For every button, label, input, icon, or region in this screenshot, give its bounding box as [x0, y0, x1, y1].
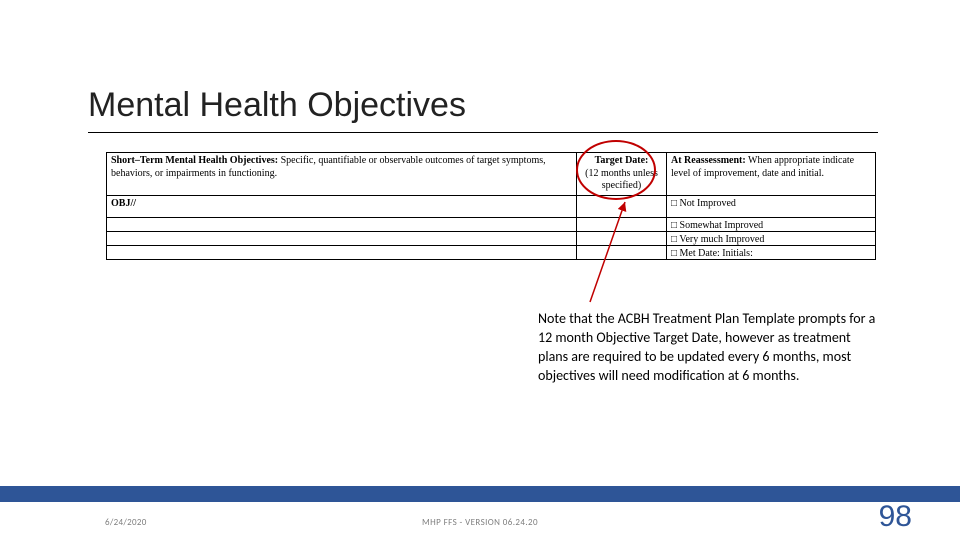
table-row: □ Somewhat Improved [107, 217, 875, 231]
table-row: OBJ// □ Not Improved [107, 195, 875, 217]
opt-somewhat-improved: □ Somewhat Improved [667, 218, 875, 231]
col3-label: At Reassessment: [671, 155, 746, 166]
col2-desc: (12 months unless specified) [585, 168, 658, 192]
empty-cell [107, 218, 577, 231]
slide-title: Mental Health Objectives [88, 86, 466, 125]
empty-cell [577, 232, 667, 245]
annotation-arrow [0, 0, 960, 540]
title-rule [88, 132, 878, 133]
opt-met-date-initials: □ Met Date: Initials: [667, 246, 875, 259]
annotation-note: Note that the ACBH Treatment Plan Templa… [538, 310, 878, 386]
empty-cell [107, 246, 577, 259]
col2-header: Target Date: (12 months unless specified… [577, 153, 667, 195]
empty-cell [107, 232, 577, 245]
footer-bar [0, 486, 960, 502]
slide: Mental Health Objectives Short–Term Ment… [0, 0, 960, 540]
opt-very-much-improved: □ Very much Improved [667, 232, 875, 245]
empty-cell [577, 218, 667, 231]
col1-label: Short–Term Mental Health Objectives: [111, 155, 278, 166]
footer-center: MHP FFS - VERSION 06.24.20 [0, 517, 960, 528]
col3-header: At Reassessment: When appropriate indica… [667, 153, 875, 195]
table-row: □ Very much Improved [107, 231, 875, 245]
col2-label: Target Date: [595, 155, 649, 166]
objectives-table: Short–Term Mental Health Objectives: Spe… [106, 152, 876, 260]
empty-cell [577, 246, 667, 259]
col1-header: Short–Term Mental Health Objectives: Spe… [107, 153, 577, 195]
obj-label: OBJ// [107, 196, 577, 217]
opt-not-improved: □ Not Improved [667, 196, 875, 217]
table-row: □ Met Date: Initials: [107, 245, 875, 259]
footer-page-number: 98 [879, 500, 912, 534]
target-date-cell [577, 196, 667, 217]
table-header-row: Short–Term Mental Health Objectives: Spe… [107, 153, 875, 195]
